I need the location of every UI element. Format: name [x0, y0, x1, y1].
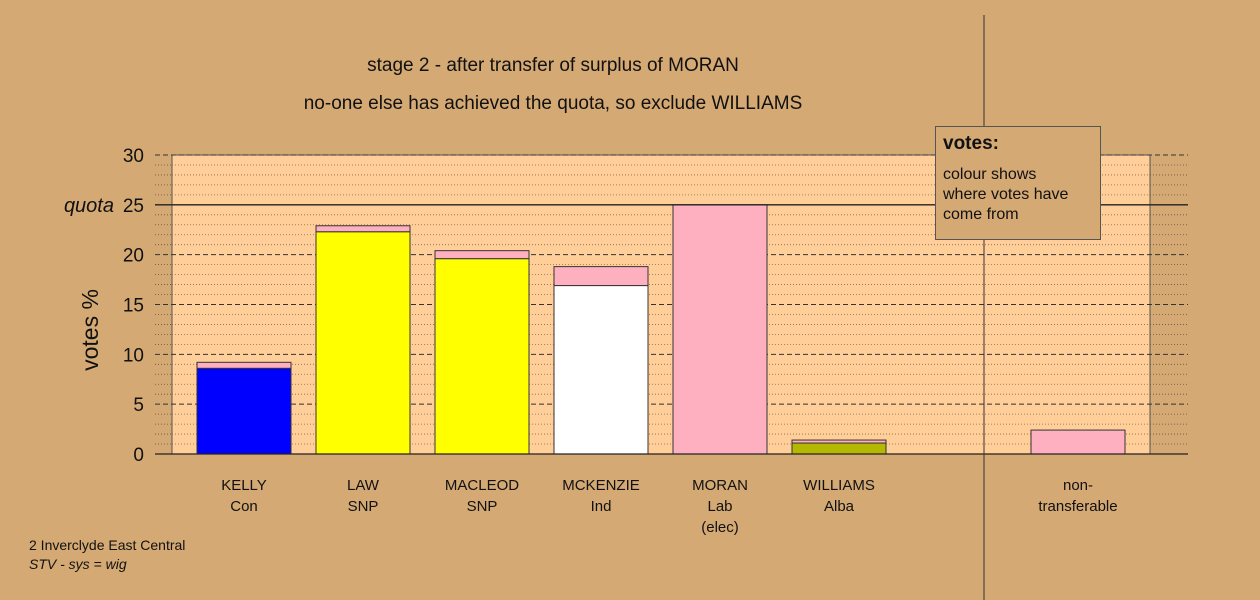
bar-segment — [434, 258, 530, 455]
y-tick-label: 10 — [123, 345, 144, 366]
chart-subtitle: no-one else has achieved the quota, so e… — [303, 93, 803, 114]
y-tick-label: 30 — [123, 146, 144, 167]
category-label: LAW — [347, 477, 380, 494]
footer-ward: 2 Inverclyde East Central — [29, 537, 186, 553]
bar-segment — [791, 439, 887, 444]
category-label: MCKENZIE — [562, 477, 640, 494]
bar-segment — [1030, 429, 1126, 455]
y-tick-label: 0 — [133, 445, 144, 466]
quota-label: quota — [64, 195, 114, 217]
bar-segment — [315, 231, 411, 455]
bar-segment — [434, 250, 530, 260]
legend-title: votes: — [943, 133, 999, 154]
category-sublabel: Ind — [591, 498, 612, 515]
bar-segment — [553, 285, 649, 455]
category-sublabel: SNP — [467, 498, 498, 515]
category-label: KELLY — [221, 477, 267, 494]
category-sublabel: SNP — [348, 498, 379, 515]
bar-segment — [672, 204, 768, 455]
legend-text: colour shows where votes have come from — [943, 166, 1069, 223]
category-label: WILLIAMS — [803, 477, 875, 494]
category-sublabel: Lab — [707, 498, 732, 515]
bar-segment — [315, 225, 411, 233]
category-label: MACLEOD — [445, 477, 519, 494]
category-sublabel: transferable — [1038, 498, 1117, 515]
legend-box: votes: colour shows where votes have com… — [935, 126, 1101, 240]
y-tick-label: 15 — [123, 296, 144, 317]
y-tick-label: 20 — [123, 246, 144, 267]
bar-segment — [196, 367, 292, 455]
bars — [196, 204, 1126, 455]
category-sublabel: (elec) — [701, 519, 739, 536]
bar-segment — [791, 442, 887, 455]
category-sublabel: Alba — [824, 498, 855, 515]
category-sublabel: Con — [230, 498, 258, 515]
category-label: MORAN — [692, 477, 748, 494]
footer-system: STV - sys = wig — [29, 556, 127, 572]
tick-labels: 0 5 10 15 20 25 30 quota votes % KELLY Con LAW SNP MA… — [64, 146, 1118, 536]
y-axis-label: votes % — [77, 289, 103, 371]
category-label: non- — [1063, 477, 1093, 494]
y-tick-label: 25 — [123, 196, 144, 217]
chart-title: stage 2 - after transfer of surplus of M… — [367, 55, 739, 76]
bar-segment — [196, 361, 292, 369]
bar-segment — [553, 266, 649, 287]
y-tick-label: 5 — [133, 395, 144, 416]
